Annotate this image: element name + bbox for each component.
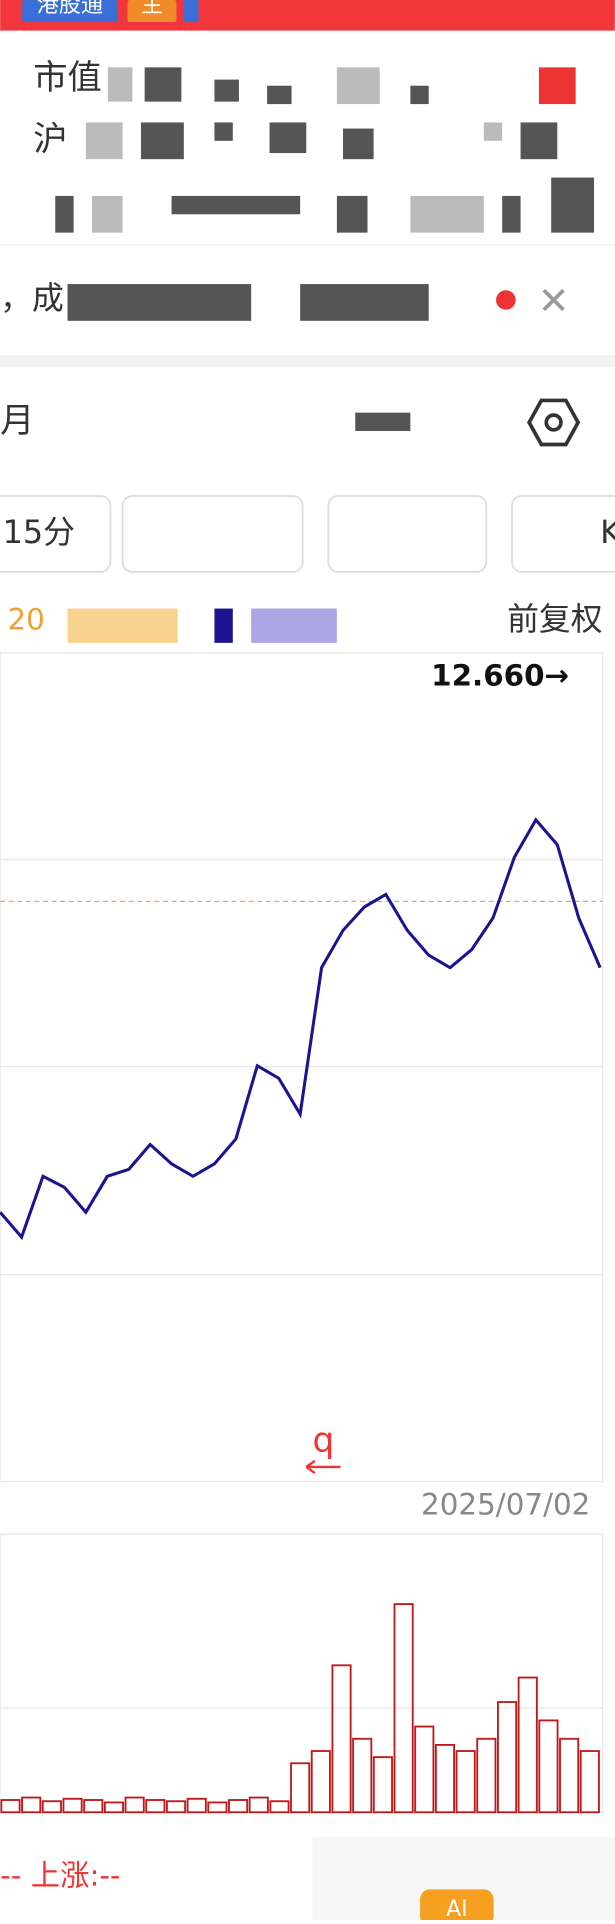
tag-text: 港股通	[37, 0, 103, 18]
row-label: 沪	[33, 119, 67, 159]
volume-bar	[269, 1800, 290, 1814]
mosaic	[214, 608, 233, 643]
volume-bar	[186, 1797, 207, 1814]
period[interactable]: 月	[0, 401, 34, 441]
volume-bar	[393, 1603, 414, 1814]
high-label: 12.660→	[431, 659, 569, 693]
volume-bar	[414, 1725, 435, 1814]
row-label: 市值	[33, 58, 102, 98]
volume-bar	[207, 1801, 228, 1814]
tag	[183, 0, 199, 23]
tabs	[0, 495, 615, 573]
volume-bar	[497, 1701, 518, 1814]
adjust-mode[interactable]: 前复权	[507, 600, 603, 638]
volume-bar	[310, 1750, 331, 1814]
volume-bar	[41, 1800, 62, 1814]
volume-bar	[145, 1799, 166, 1814]
volume-bar	[352, 1737, 373, 1814]
mosaic	[67, 608, 178, 643]
chart-frame	[0, 652, 604, 1813]
volume-bar	[538, 1719, 559, 1814]
volume-bar	[579, 1750, 600, 1814]
volume-bar	[248, 1796, 269, 1814]
volume-bar	[21, 1796, 42, 1814]
volume-bar	[62, 1797, 83, 1814]
separator	[0, 355, 615, 368]
volume-bar	[228, 1799, 249, 1814]
ai-button[interactable]	[420, 1889, 494, 1924]
volume-bar	[331, 1664, 352, 1814]
tab[interactable]: 15分	[3, 513, 75, 551]
ai-text[interactable]: AI	[446, 1897, 468, 1922]
mosaic	[355, 412, 411, 432]
volume-bar	[290, 1762, 311, 1814]
volume-bar	[517, 1676, 538, 1814]
volume-bar	[455, 1750, 476, 1814]
legend: 20	[8, 602, 45, 636]
marker: q	[313, 1421, 335, 1461]
tag	[22, 0, 118, 23]
volume-bar	[165, 1800, 187, 1814]
tab[interactable]: K	[600, 513, 615, 551]
volume-bar	[83, 1799, 104, 1814]
volume-bar	[559, 1737, 580, 1814]
mosaic	[251, 608, 337, 643]
volume-bar	[103, 1801, 124, 1814]
tag-text: 主	[141, 0, 163, 18]
volume-bar	[0, 1799, 21, 1814]
settings-icon[interactable]	[527, 398, 581, 447]
change: -- 上涨:--	[0, 1859, 120, 1893]
mosaic	[55, 67, 595, 321]
settings-icon	[544, 413, 563, 432]
tag	[127, 0, 177, 23]
volume-bar	[476, 1737, 497, 1814]
marker-arrow	[305, 1459, 341, 1475]
notice: ，成	[0, 279, 64, 317]
dot	[496, 290, 516, 310]
volume-bar	[124, 1796, 145, 1814]
price-line	[0, 817, 602, 1241]
volume-bar	[434, 1743, 456, 1814]
close-button[interactable]	[542, 288, 565, 312]
end-date: 2025/07/02	[421, 1488, 590, 1522]
volume-bar	[372, 1756, 393, 1814]
